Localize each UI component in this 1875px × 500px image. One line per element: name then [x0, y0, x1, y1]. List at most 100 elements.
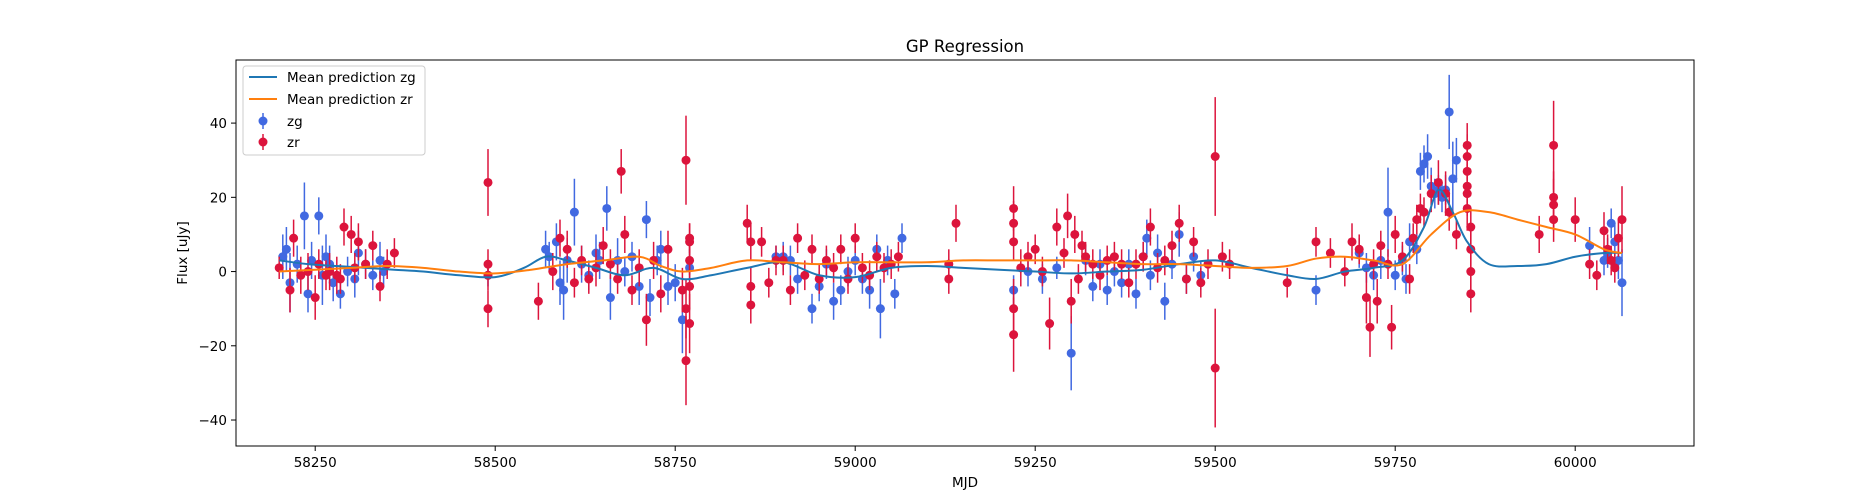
data-point-zr [613, 274, 623, 284]
data-point-zr [1009, 203, 1019, 213]
data-point-zg [641, 215, 651, 225]
data-point-zg [807, 304, 817, 314]
data-point-zg [328, 278, 338, 288]
data-point-zr [548, 267, 558, 277]
y-axis-ticks: −40 −20 0 20 40 [199, 116, 236, 429]
data-point-zr [785, 285, 795, 295]
data-point-zr [1387, 322, 1397, 332]
data-point-zg [1415, 166, 1425, 176]
data-point-zr [1361, 293, 1371, 303]
data-point-zg [555, 278, 565, 288]
data-point-zg [1613, 255, 1623, 265]
data-point-zr [872, 252, 882, 262]
data-point-zr [677, 285, 687, 295]
data-point-zg [1052, 263, 1062, 273]
data-point-zg [314, 211, 324, 221]
data-point-zg [541, 244, 551, 254]
y-tick-label: −20 [199, 339, 228, 355]
data-point-zr [800, 270, 810, 280]
data-point-zr [1081, 252, 1091, 262]
data-point-zr [569, 278, 579, 288]
data-point-zg [281, 244, 291, 254]
data-point-zg [307, 255, 317, 265]
data-point-zg [656, 244, 666, 254]
chart-title: GP Regression [906, 37, 1024, 56]
data-point-zg [299, 211, 309, 221]
data-point-zr [1145, 222, 1155, 232]
data-point-zg [829, 296, 839, 306]
data-point-zr [1009, 237, 1019, 247]
legend-label: zr [287, 135, 300, 151]
data-point-zr [685, 319, 695, 329]
data-point-zg [836, 285, 846, 295]
data-point-zr [1592, 270, 1602, 280]
data-point-zr [951, 218, 961, 228]
data-point-zr [1570, 215, 1580, 225]
data-point-zg [645, 293, 655, 303]
data-point-zr [757, 237, 767, 247]
data-point-zr [1210, 363, 1220, 373]
data-point-zg [677, 315, 687, 325]
data-point-zg [1599, 255, 1609, 265]
data-point-zg [605, 293, 615, 303]
data-point-zr [1311, 237, 1321, 247]
y-tick-label: 40 [210, 116, 227, 132]
data-point-zg [368, 270, 378, 280]
data-point-zr [641, 315, 651, 325]
legend-marker-zr [258, 137, 268, 147]
data-point-zr [1354, 244, 1364, 254]
data-point-zr [1376, 241, 1386, 251]
data-point-zg [670, 278, 680, 288]
data-point-zg [375, 255, 385, 265]
data-point-zg [569, 207, 579, 217]
data-point-zg [1160, 296, 1170, 306]
data-point-zr [368, 241, 378, 251]
y-tick-label: 20 [210, 190, 227, 206]
data-point-zr [584, 274, 594, 284]
data-point-zr [1063, 211, 1073, 221]
x-tick-label: 58500 [474, 455, 517, 471]
data-point-zr [836, 244, 846, 254]
data-point-zg [850, 255, 860, 265]
data-point-zr [1617, 215, 1627, 225]
data-point-zr [382, 259, 392, 269]
data-point-zr [1549, 215, 1559, 225]
data-point-zr [1613, 233, 1623, 243]
data-point-zg [793, 274, 803, 284]
data-point-zr [807, 244, 817, 254]
x-axis-ticks: 58250 58500 58750 59000 59250 59500 59750 60000 [294, 446, 1597, 471]
data-point-zg [1102, 285, 1112, 295]
data-point-zr [1181, 274, 1191, 284]
data-point-zg [1390, 270, 1400, 280]
data-point-zr [1466, 222, 1476, 232]
data-point-zr [598, 241, 608, 251]
data-point-zr [1196, 278, 1206, 288]
x-tick-label: 59000 [834, 455, 877, 471]
data-point-zr [843, 274, 853, 284]
data-point-zr [1109, 252, 1119, 262]
data-point-zg [1311, 285, 1321, 295]
data-point-zr [663, 244, 673, 254]
data-point-zr [1070, 229, 1080, 239]
data-point-zr [1347, 237, 1357, 247]
x-tick-label: 59500 [1194, 455, 1237, 471]
data-point-zr [389, 248, 399, 258]
data-point-zr [289, 233, 299, 243]
legend-label: zg [287, 114, 303, 130]
data-point-zg [303, 289, 313, 299]
data-point-zr [1009, 330, 1019, 340]
x-tick-label: 59750 [1374, 455, 1417, 471]
data-point-zg [1444, 107, 1454, 117]
data-point-zr [375, 281, 385, 291]
data-point-zr [296, 270, 306, 280]
data-point-zr [1174, 218, 1184, 228]
legend: Mean prediction zg Mean prediction zr zg… [242, 65, 426, 156]
data-point-zr [746, 300, 756, 310]
data-point-zr [1189, 237, 1199, 247]
data-point-zr [1030, 244, 1040, 254]
data-point-zr [1282, 278, 1292, 288]
data-point-zr [1073, 274, 1083, 284]
data-point-zr [1466, 289, 1476, 299]
data-point-zr [1606, 255, 1616, 265]
